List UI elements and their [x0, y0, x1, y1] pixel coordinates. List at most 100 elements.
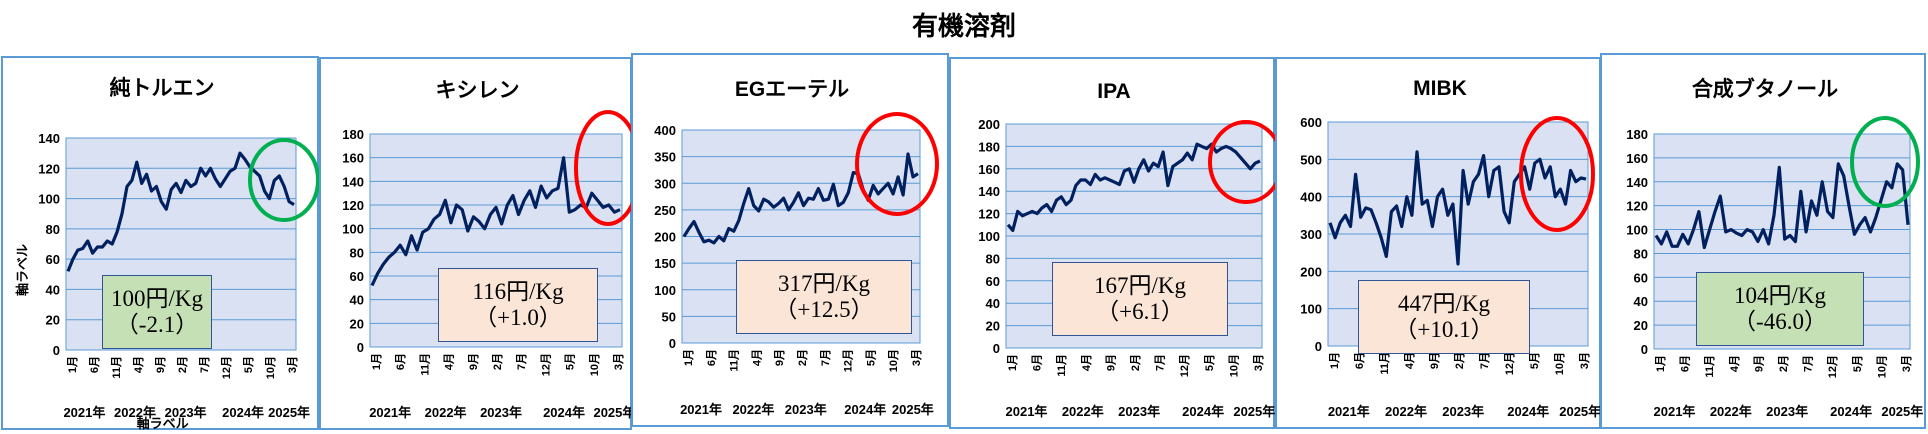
x-month-label: 4月	[1728, 355, 1741, 372]
chart-svg: キシレン 0 20 40 60 80 100 120 140 160 180 1月 6月 11月 4月 9月 2…	[342, 79, 634, 420]
x-year-label: 2024年	[1182, 404, 1224, 419]
x-month-label: 5月	[1851, 355, 1864, 372]
x-month-label: 5月	[1203, 354, 1216, 371]
x-month-label: 9月	[773, 349, 786, 366]
y-tick-label: 160	[978, 162, 1000, 177]
x-year-label: 2021年	[1654, 404, 1696, 419]
x-month-label: 12月	[1826, 355, 1839, 378]
price-value: 100円/Kg	[111, 285, 203, 311]
x-month-label: 1月	[1006, 354, 1019, 371]
y-tick-label: 100	[1626, 223, 1648, 238]
x-month-label: 11月	[418, 353, 431, 376]
x-month-label: 10月	[1553, 352, 1566, 375]
x-month-label: 12月	[1178, 354, 1191, 377]
x-month-label: 1月	[682, 349, 695, 366]
y-tick-label: 0	[1641, 342, 1648, 357]
chart-panel: MIBK 0 100 200 300 400 500 600 1月 6月 11月 4月 9月 2月 7月 12…	[1275, 57, 1601, 429]
price-change: （+12.5）	[774, 297, 874, 322]
y-tick-label: 60	[350, 269, 364, 284]
x-year-label: 2021年	[369, 405, 411, 420]
price-change: （-2.1）	[115, 312, 199, 337]
main-title: 有機溶剤	[911, 11, 1016, 41]
chart-title: キシレン	[436, 79, 520, 102]
price-change: （+10.1）	[1394, 317, 1494, 342]
price-change: （+1.0）	[474, 305, 562, 330]
x-month-label: 10月	[1875, 355, 1888, 378]
y-tick-label: 200	[1300, 264, 1322, 279]
series-line	[66, 151, 295, 272]
y-tick-label: 600	[1300, 115, 1322, 130]
y-tick-label: 160	[1626, 151, 1648, 166]
y-tick-label: 180	[342, 127, 364, 142]
y-tick-label: 0	[357, 340, 364, 355]
highlight-circle	[248, 138, 320, 222]
x-month-label: 12月	[842, 349, 855, 372]
chart-svg: EGエーテル 0 50 100 150 200 250 300 350 400 1月 6月 11月 4月 9…	[654, 78, 939, 417]
chart-panel: 純トルエン 0 20 40 60 80 100 120 140 軸ラベル 1月 6月 11月 4月 9月 2月…	[1, 56, 320, 431]
x-month-label: 10月	[264, 356, 277, 379]
y-axis-label: 軸ラベル	[15, 244, 30, 296]
y-tick-label: 200	[654, 230, 676, 245]
highlight-circle	[574, 110, 634, 226]
x-month-label: 5月	[864, 349, 877, 366]
y-tick-label: 160	[342, 151, 364, 166]
price-box: 104円/Kg （-46.0）	[1696, 272, 1864, 346]
chart-panel: IPA 0 20 40 60 80 100 120 140 160 180 200 1月 6月 11月 4月 9…	[949, 57, 1277, 429]
x-month-label: 3月	[910, 349, 923, 366]
chart-svg: 純トルエン 0 20 40 60 80 100 120 140 軸ラベル 1月 6月 11月 4月 9月 2月…	[15, 76, 320, 431]
y-tick-label: 60	[46, 252, 60, 267]
chart-title: MIBK	[1413, 77, 1467, 100]
x-month-label: 5月	[1528, 352, 1541, 369]
price-value: 167円/Kg	[1094, 272, 1186, 298]
y-tick-label: 120	[342, 198, 364, 213]
chart-title: 合成ブタノール	[1692, 77, 1838, 101]
x-year-label: 2021年	[680, 402, 722, 417]
x-year-label: 2022年	[1385, 404, 1427, 419]
x-month-label: 11月	[1703, 355, 1716, 378]
x-year-label: 2024年	[1507, 404, 1549, 419]
x-year-label: 2025年	[593, 405, 634, 420]
x-month-label: 11月	[1055, 354, 1068, 377]
x-month-label: 9月	[154, 356, 167, 373]
y-tick-label: 140	[38, 131, 60, 146]
x-month-label: 2月	[796, 349, 809, 366]
x-year-label: 2023年	[785, 402, 827, 417]
x-month-label: 7月	[1802, 355, 1815, 372]
price-change: （+6.1）	[1096, 299, 1184, 324]
y-tick-label: 40	[1634, 294, 1648, 309]
x-month-label: 6月	[1031, 354, 1044, 371]
x-month-label: 11月	[728, 349, 741, 372]
x-year-label: 2024年	[1830, 404, 1872, 419]
x-month-label: 2月	[176, 356, 189, 373]
x-month-label: 12月	[1503, 352, 1516, 375]
y-tick-label: 120	[1626, 199, 1648, 214]
series-line	[682, 152, 919, 245]
y-tick-label: 0	[993, 341, 1000, 356]
highlight-circle	[1519, 116, 1595, 232]
chart-panel: 合成ブタノール 0 20 40 60 80 100 120 140 160 180 1月 6月 11月 4月…	[1600, 53, 1926, 429]
x-month-label: 4月	[1403, 352, 1416, 369]
x-month-label: 3月	[286, 356, 299, 373]
x-month-label: 11月	[110, 356, 123, 379]
x-year-label: 2023年	[1118, 404, 1160, 419]
x-month-label: 3月	[1578, 352, 1591, 369]
y-tick-label: 140	[1626, 175, 1648, 190]
price-box: 317円/Kg （+12.5）	[736, 260, 912, 334]
y-tick-label: 100	[978, 229, 1000, 244]
x-month-label: 6月	[1353, 352, 1366, 369]
y-tick-label: 300	[1300, 227, 1322, 242]
x-month-label: 4月	[750, 349, 763, 366]
chart-panel: EGエーテル 0 50 100 150 200 250 300 350 400 1月 6月 11月 4月 9…	[631, 53, 949, 427]
x-year-label: 2025年	[268, 405, 310, 420]
series-line	[1006, 142, 1261, 232]
x-year-label: 2025年	[892, 402, 934, 417]
x-month-label: 5月	[242, 356, 255, 373]
y-tick-label: 100	[1300, 302, 1322, 317]
y-tick-label: 150	[654, 256, 676, 271]
y-tick-label: 20	[350, 316, 364, 331]
x-year-label: 2024年	[543, 405, 585, 420]
series-line	[1328, 150, 1587, 266]
x-year-label: 2025年	[1881, 404, 1923, 419]
y-tick-label: 40	[350, 293, 364, 308]
x-month-label: 9月	[1428, 352, 1441, 369]
